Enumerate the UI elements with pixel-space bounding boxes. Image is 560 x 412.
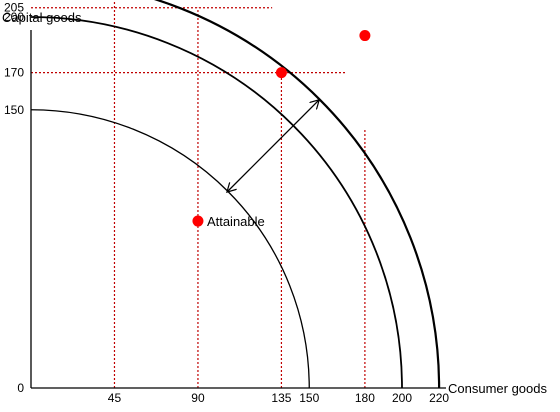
shift-arrow xyxy=(228,100,319,191)
x-tick-180: 180 xyxy=(355,391,375,405)
x-tick-200: 200 xyxy=(392,391,412,405)
guide-lines xyxy=(31,0,366,388)
x-tick-90: 90 xyxy=(191,391,205,405)
y-tick-205: 205 xyxy=(4,1,24,15)
x-axis-label: Consumer goods xyxy=(448,381,547,396)
x-tick-45: 45 xyxy=(108,391,122,405)
points: Attainable xyxy=(192,30,371,229)
ppf-curves xyxy=(30,0,441,389)
y-axis-label: Capital goods xyxy=(2,10,82,25)
point-2 xyxy=(275,67,287,79)
x-tick-135: 135 xyxy=(271,391,291,405)
ppf-curve-220 xyxy=(153,0,441,389)
x-tick-220: 220 xyxy=(429,391,449,405)
y-tick-170: 170 xyxy=(4,66,24,80)
y-tick-150: 150 xyxy=(4,103,24,117)
point-label-1: Attainable xyxy=(207,214,265,229)
point-1 xyxy=(192,215,204,227)
shift-arrow-line xyxy=(228,100,319,191)
tick-labels: 45901351501802002200150170200205215220 xyxy=(4,1,449,405)
point-3 xyxy=(359,30,371,42)
x-tick-150: 150 xyxy=(299,391,319,405)
axes xyxy=(30,30,446,389)
y-tick-200: 200 xyxy=(4,10,24,24)
y-tick-0: 0 xyxy=(17,381,24,395)
